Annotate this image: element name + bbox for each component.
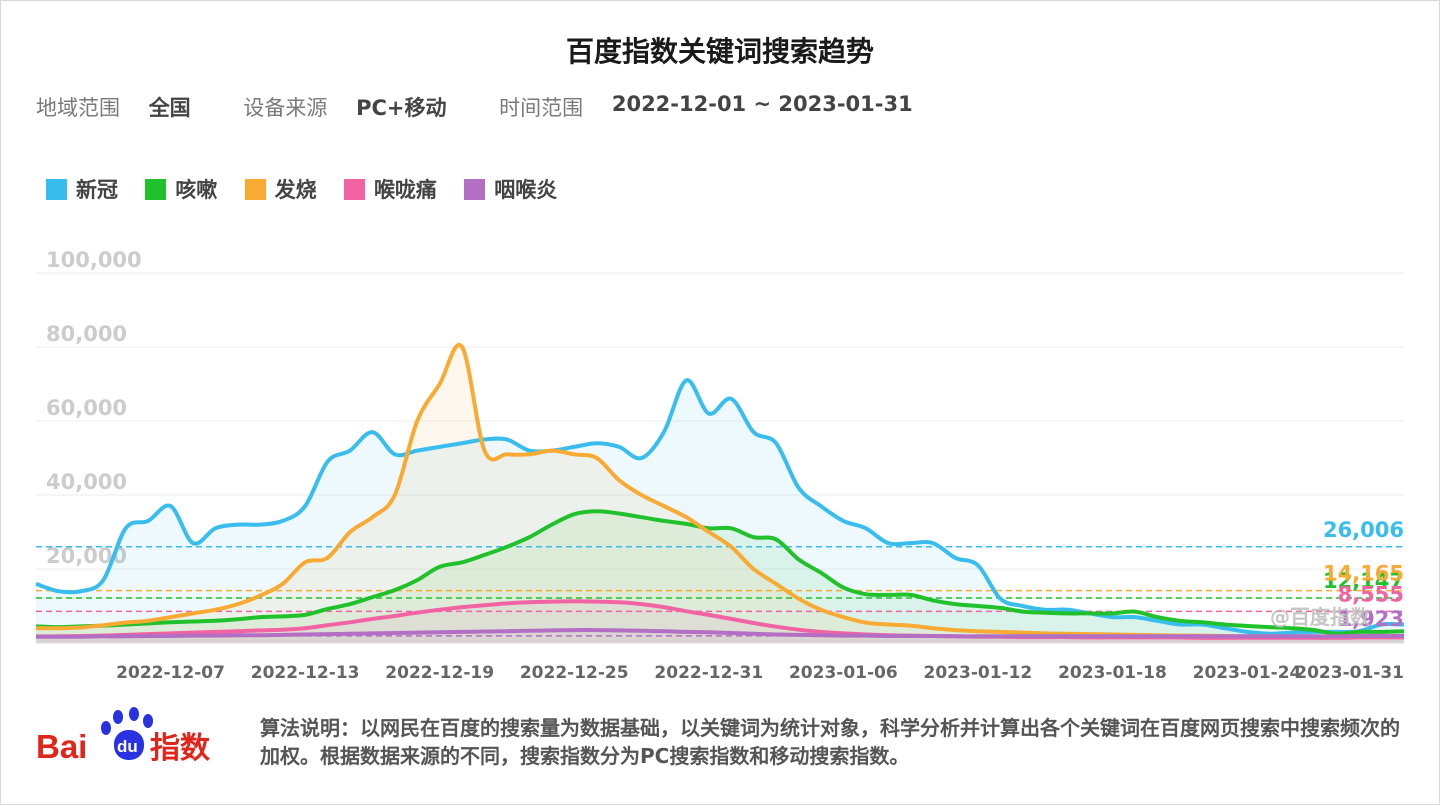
- end-value-label: 8,555: [1338, 582, 1404, 606]
- y-tick-label: 40,000: [46, 470, 127, 494]
- device-label: 设备来源: [243, 96, 328, 120]
- logo-zhishu: 指数: [150, 731, 211, 766]
- legend: 新冠 咳嗽 发烧 喉咙痛 咽喉炎: [46, 174, 577, 204]
- legend-item-houlongtong: 喉咙痛: [343, 174, 437, 204]
- x-tick-label: 2022-12-31: [654, 663, 763, 683]
- baidu-index-logo: Bai du 指数: [36, 707, 211, 766]
- x-tick-label: 2022-12-13: [251, 663, 360, 683]
- end-value-label: 26,006: [1323, 518, 1404, 542]
- series-line: [35, 509, 1405, 636]
- legend-label: 咽喉炎: [494, 178, 558, 202]
- series-line: [35, 628, 1404, 639]
- legend-swatch: [145, 179, 167, 200]
- y-tick-label: 100,000: [46, 248, 142, 272]
- legend-swatch: [343, 179, 365, 200]
- legend-swatch: [464, 179, 486, 200]
- x-tick-label: 2023-01-12: [924, 663, 1033, 683]
- end-value-label: 14,165: [1323, 562, 1404, 586]
- x-tick-label: 2023-01-06: [789, 663, 898, 683]
- legend-item-kesou: 咳嗽: [145, 174, 217, 204]
- trend-chart: 20,00040,00060,00080,000100,0002022-12-0…: [35, 248, 1405, 683]
- logo-bai: Bai: [36, 728, 87, 765]
- series-area: [36, 344, 1404, 643]
- chart-title: 百度指数关键词搜索趋势: [565, 35, 874, 68]
- time-range-value: 2022-12-01 ~ 2023-01-31: [611, 92, 913, 116]
- device-value: PC+移动: [356, 96, 447, 120]
- paw-icon: [101, 707, 153, 760]
- end-value-label: 1,923: [1338, 607, 1404, 631]
- legend-swatch: [46, 179, 67, 200]
- filter-bar: 地域范围 全国 设备来源 PC+移动 时间范围 2022-12-01 ~ 202…: [36, 92, 959, 122]
- y-tick-label: 80,000: [46, 322, 127, 346]
- legend-item-yanhouyan: 咽喉炎: [464, 174, 557, 204]
- x-tick-label: 2023-01-24: [1193, 663, 1302, 683]
- region-label: 地域范围: [36, 96, 120, 120]
- time-range-label: 时间范围: [499, 96, 584, 120]
- x-tick-label: 2022-12-25: [520, 663, 629, 683]
- x-tick-label: 2022-12-07: [116, 663, 225, 683]
- y-tick-label: 60,000: [46, 396, 127, 420]
- x-tick-label: 2022-12-19: [385, 663, 494, 683]
- series-area: [36, 511, 1404, 643]
- series-line: [35, 378, 1405, 636]
- algorithm-note: 算法说明：以网民在百度的搜索量为数据基础，以关键词为统计对象，科学分析并计算出各…: [260, 716, 1400, 768]
- legend-label: 发烧: [274, 178, 317, 202]
- series-area: [36, 380, 1404, 643]
- legend-item-xinguan: 新冠: [46, 174, 118, 204]
- legend-label: 咳嗽: [175, 178, 218, 202]
- legend-label: 新冠: [76, 178, 118, 202]
- end-value-label: 12,147: [1323, 569, 1404, 593]
- legend-label: 喉咙痛: [373, 178, 437, 202]
- x-tick-label: 2023-01-18: [1058, 663, 1167, 683]
- logo-du: du: [117, 737, 138, 756]
- watermark: @百度指数: [1270, 605, 1371, 629]
- x-tick-label: 2023-01-31: [1295, 663, 1404, 683]
- legend-item-fashao: 发烧: [244, 174, 317, 204]
- region-value: 全国: [148, 96, 191, 120]
- legend-swatch: [244, 179, 266, 200]
